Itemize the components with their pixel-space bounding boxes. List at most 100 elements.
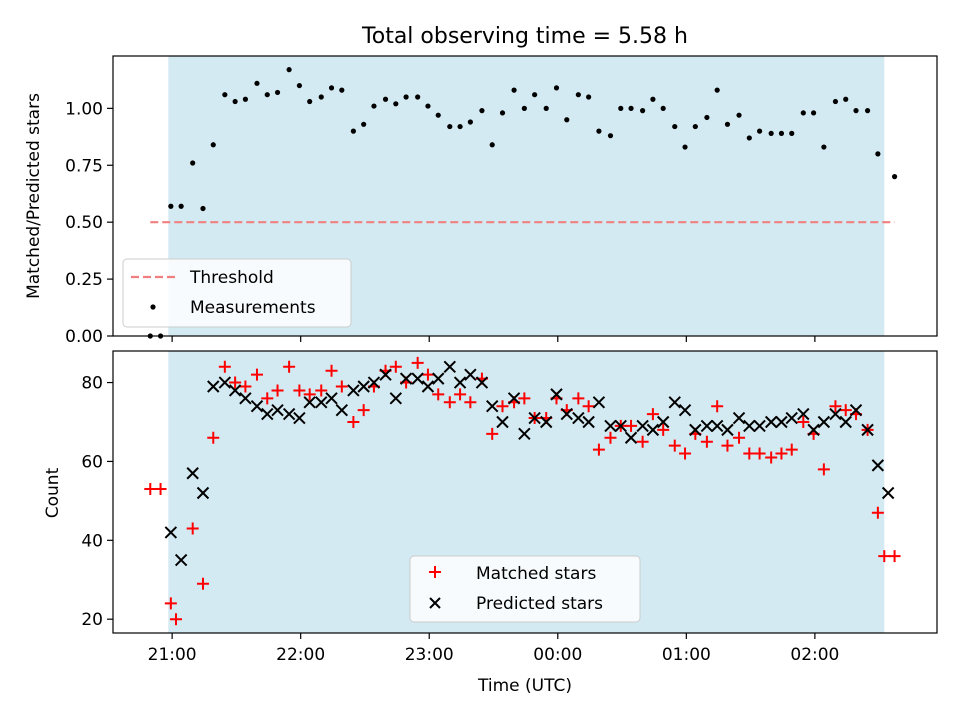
- measurements-point: [682, 144, 688, 150]
- ratio-y-tick-label: 1.00: [65, 99, 103, 119]
- matched-stars-point: [743, 447, 756, 460]
- predicted-stars-point: [582, 415, 595, 429]
- predicted-stars-point: [700, 419, 714, 433]
- matched-stars-point: [765, 451, 778, 464]
- matched-stars-point: [315, 384, 328, 397]
- measurements-point: [853, 108, 859, 114]
- count-legend: Matched stars Predicted stars: [409, 555, 641, 623]
- matched-stars-point: [325, 364, 338, 377]
- predicted-stars-point: [871, 459, 885, 472]
- predicted-stars-point: [347, 384, 360, 397]
- measurements-point: [415, 94, 421, 100]
- measurements-point: [393, 101, 399, 107]
- measurements-point: [607, 133, 614, 139]
- measurements-point: [575, 92, 581, 98]
- measurements-point: [832, 98, 839, 105]
- matched-stars-point: [785, 443, 798, 456]
- matched-stars-point: [186, 522, 199, 535]
- ratio-axes-frame: [112, 55, 938, 337]
- predicted-stars-point: [164, 526, 178, 539]
- ratio-y-tick-label: 0.50: [65, 213, 103, 233]
- predicted-stars-point: [475, 376, 489, 389]
- predicted-stars-legend-label: Predicted stars: [476, 594, 603, 614]
- measurements-point: [511, 87, 517, 93]
- predicted-stars-point: [507, 392, 521, 405]
- matched-stars-legend-label: Matched stars: [476, 564, 596, 584]
- matched-stars-point: [797, 415, 810, 428]
- measurements-point: [692, 123, 698, 130]
- matched-stars-point: [250, 368, 263, 381]
- predicted-stars-point: [335, 403, 349, 417]
- predicted-stars-point: [421, 380, 435, 393]
- x-axis-label: Time (UTC): [477, 676, 572, 696]
- measurements-point: [361, 121, 367, 127]
- matched-stars-point: [207, 431, 220, 444]
- matched-stars-point: [271, 384, 284, 397]
- predicted-stars-point: [379, 368, 392, 381]
- predicted-stars-point: [764, 415, 778, 429]
- measurements-point: [200, 205, 206, 212]
- matched-stars-point: [196, 577, 209, 590]
- predicted-stars-point: [829, 407, 842, 421]
- measurements-point: [499, 110, 506, 116]
- measurements-point: [821, 144, 827, 150]
- matched-stars-point: [888, 550, 901, 563]
- predicted-stars-point: [325, 392, 338, 405]
- measurements-point: [810, 110, 817, 116]
- predicted-stars-point: [624, 431, 638, 444]
- measurements-point: [447, 123, 453, 130]
- measurements-point: [190, 160, 196, 166]
- matched-stars-point: [775, 447, 788, 460]
- predicted-stars-point: [261, 407, 274, 421]
- predicted-stars-point: [721, 423, 734, 437]
- measurements-point: [704, 114, 710, 121]
- measurements-point: [242, 96, 249, 102]
- matched-stars-point: [486, 427, 499, 440]
- matched-stars-point: [421, 368, 434, 381]
- measurements-point: [768, 130, 774, 136]
- predicted-stars-point: [486, 400, 499, 413]
- matched-stars-point: [668, 439, 681, 452]
- matched-stars-point: [357, 404, 370, 417]
- count-x-tick-label: 22:00: [276, 645, 325, 665]
- predicted-stars-point: [572, 411, 585, 425]
- measurements-point: [264, 92, 270, 98]
- matched-stars-point: [347, 415, 360, 428]
- matched-stars-point: [293, 384, 306, 397]
- measurements-point: [296, 82, 302, 89]
- predicted-stars-point: [775, 415, 788, 429]
- predicted-stars-point: [710, 419, 724, 433]
- matched-stars-point: [646, 408, 659, 421]
- predicted-stars-point: [849, 403, 863, 417]
- predicted-stars-point: [293, 411, 306, 425]
- predicted-stars-point: [881, 486, 895, 500]
- count-x-tick-label: 01:00: [662, 645, 711, 665]
- measurements-point: [778, 130, 785, 136]
- measurements-point: [564, 117, 570, 123]
- matched-stars-point: [261, 392, 274, 405]
- threshold-legend-label: Threshold: [189, 268, 274, 288]
- matched-stars-point: [604, 431, 617, 444]
- predicted-stars-point: [218, 376, 232, 389]
- matched-stars-point: [871, 506, 884, 519]
- matched-stars-point: [679, 447, 692, 460]
- predicted-stars-point: [753, 419, 766, 433]
- measurements-point: [435, 112, 441, 118]
- measurements-point: [286, 67, 292, 73]
- predicted-stars-point: [228, 384, 242, 397]
- measurements-point: [800, 110, 806, 116]
- matched-stars-point: [389, 360, 402, 373]
- matched-stars-point: [239, 380, 252, 393]
- predicted-stars-point: [636, 419, 649, 433]
- matched-stars-point: [700, 435, 713, 448]
- predicted-stars-point: [785, 411, 798, 425]
- measurements-point: [660, 105, 666, 111]
- matched-stars-point: [144, 483, 157, 496]
- measurements-point: [318, 94, 324, 100]
- predicted-stars-point: [443, 360, 457, 373]
- measurements-point: [532, 92, 538, 98]
- measurements-point: [843, 96, 849, 102]
- measurements-legend-marker: [150, 304, 156, 310]
- measurements-point: [489, 142, 495, 148]
